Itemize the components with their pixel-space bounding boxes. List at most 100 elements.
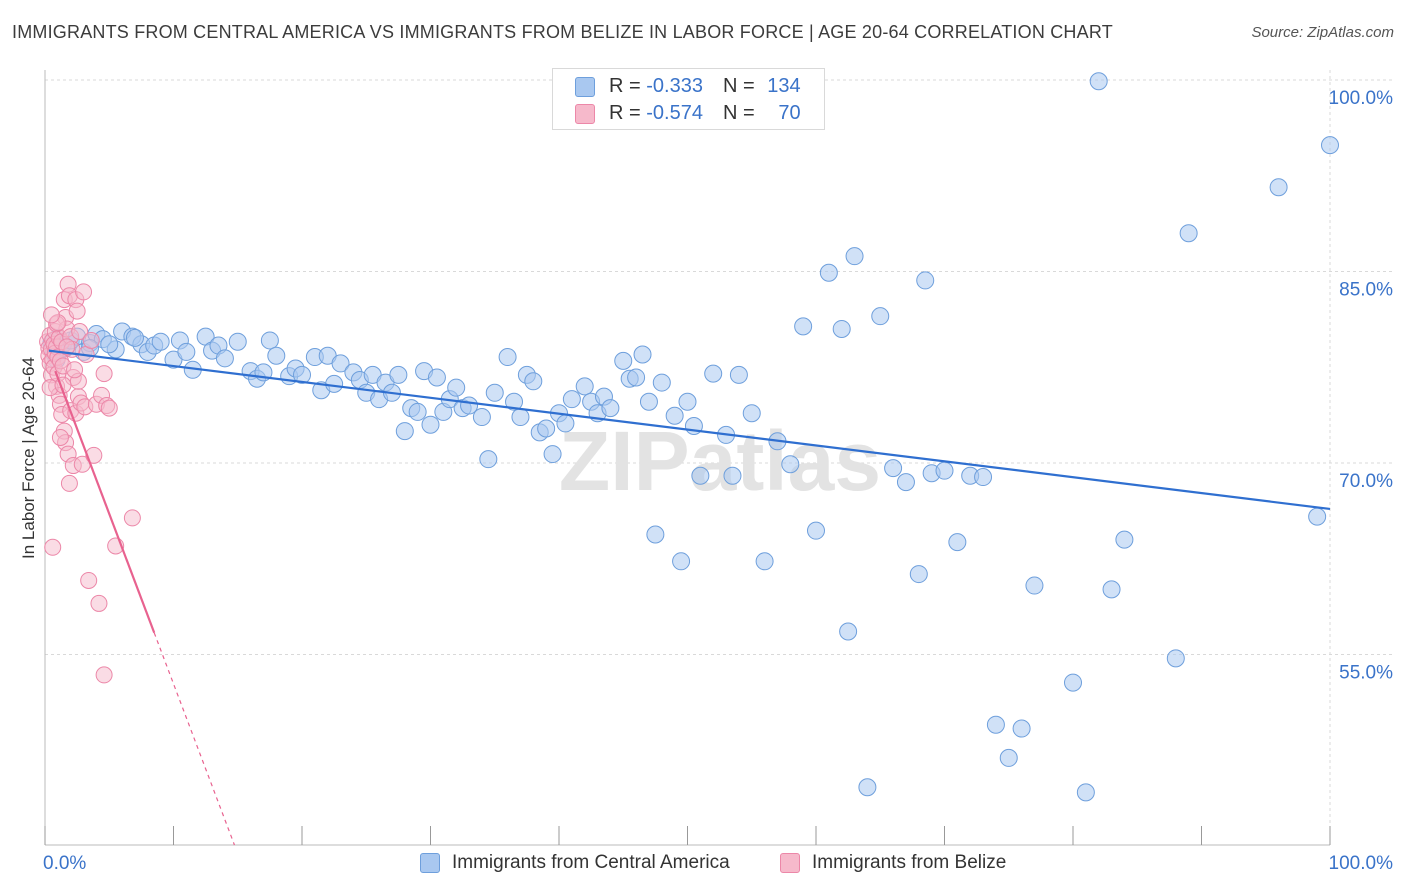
trend-layer	[48, 349, 1331, 846]
central-america-point	[325, 374, 344, 393]
belize-point	[100, 399, 118, 417]
belize-point	[80, 571, 98, 589]
legend-item-central-america: Immigrants from Central America	[420, 852, 730, 874]
central-america-point	[228, 332, 247, 351]
belize-point	[51, 428, 69, 446]
central-america-point	[948, 533, 967, 552]
central-america-point	[1012, 719, 1031, 738]
central-america-point	[1308, 507, 1327, 526]
watermark: ZIPatlas	[559, 414, 881, 508]
n-label: N =	[722, 75, 755, 97]
central-america-point	[672, 552, 691, 571]
central-america-point	[447, 378, 466, 397]
central-america-point	[742, 404, 761, 423]
central-america-point	[151, 332, 170, 351]
central-america-point	[562, 390, 581, 409]
n-value: 134	[767, 75, 801, 97]
central-america-point	[267, 346, 286, 365]
r-value: -0.574	[646, 102, 703, 124]
central-america-point	[498, 348, 517, 367]
belize-point	[95, 365, 113, 383]
belize-point	[68, 302, 86, 320]
belize-points	[39, 275, 141, 684]
central-america-point	[1025, 576, 1044, 595]
central-america-point	[614, 351, 633, 370]
y-tick-label: 55.0%	[1339, 663, 1393, 684]
axis-labels: 55.0% 70.0% 85.0% 100.0% 0.0% 100.0%	[43, 88, 1393, 874]
central-america-point	[909, 565, 928, 584]
r-label: R =	[609, 102, 641, 124]
central-america-point	[505, 392, 524, 411]
central-america-point	[100, 335, 119, 354]
n-label: N =	[722, 102, 755, 124]
belize-point	[123, 509, 141, 527]
central-america-point	[537, 419, 556, 438]
source-label: Source: ZipAtlas.com	[1251, 24, 1394, 41]
central-america-swatch	[420, 853, 440, 873]
central-america-point	[639, 392, 658, 411]
central-america-point	[395, 422, 414, 441]
chart-title: IMMIGRANTS FROM CENTRAL AMERICA VS IMMIG…	[12, 22, 1113, 42]
central-america-point	[260, 331, 279, 350]
central-america-point	[215, 349, 234, 368]
central-america-point	[485, 383, 504, 402]
central-america-point	[986, 715, 1005, 734]
central-america-point	[704, 364, 723, 383]
central-america-point	[556, 414, 575, 433]
belize-point	[60, 474, 78, 492]
r-value: -0.333	[646, 75, 703, 97]
correlation-legend: R = -0.333 N = 134 R = -0.574 N = 70	[552, 68, 825, 130]
central-america-point	[1166, 649, 1185, 668]
central-america-point	[896, 473, 915, 492]
central-america-point	[729, 365, 748, 384]
central-america-point	[871, 307, 890, 326]
central-america-point	[479, 450, 498, 469]
y-tick-label: 85.0%	[1339, 280, 1393, 301]
belize-point	[42, 306, 60, 324]
central-america-point	[511, 408, 530, 427]
legend-item-belize: Immigrants from Belize	[780, 852, 1006, 874]
x-tick-label-max: 100.0%	[1329, 853, 1394, 874]
central-america-point	[807, 521, 825, 540]
central-america-point	[819, 263, 838, 282]
belize-trendline-extension	[153, 632, 236, 846]
central-america-point	[832, 319, 851, 338]
legend-label: Immigrants from Belize	[812, 852, 1007, 873]
central-america-point	[794, 317, 813, 336]
axes-layer	[44, 70, 1331, 846]
central-america-point	[781, 455, 800, 474]
belize-point	[44, 538, 62, 556]
central-america-trendline	[48, 349, 1331, 511]
legend-label: Immigrants from Central America	[452, 852, 730, 873]
belize-point	[82, 331, 100, 349]
belize-swatch	[780, 853, 800, 873]
belize-point	[95, 666, 113, 684]
belize-point	[85, 446, 103, 464]
central-america-point	[1269, 178, 1288, 197]
central-america-point	[678, 392, 697, 411]
belize-swatch	[575, 103, 595, 124]
central-america-point	[1064, 673, 1082, 692]
belize-point	[90, 594, 108, 612]
central-america-point	[125, 328, 144, 347]
central-america-point	[665, 406, 684, 425]
y-tick-label: 70.0%	[1339, 471, 1393, 492]
r-label: R =	[609, 75, 641, 97]
central-america-point	[845, 247, 864, 266]
central-america-point	[421, 415, 440, 434]
central-america-point	[839, 622, 858, 641]
central-america-point	[652, 373, 671, 392]
central-america-point	[935, 461, 954, 480]
central-america-point	[755, 552, 774, 571]
central-america-point	[524, 372, 543, 391]
central-america-point	[646, 525, 665, 544]
y-tick-label: 100.0%	[1329, 88, 1394, 109]
central-america-point	[331, 354, 350, 373]
central-america-point	[999, 748, 1018, 767]
n-value: 70	[778, 102, 801, 124]
belize-point	[66, 361, 84, 379]
central-america-point	[1089, 72, 1108, 91]
central-america-point	[601, 399, 620, 418]
central-america-point	[633, 345, 652, 364]
